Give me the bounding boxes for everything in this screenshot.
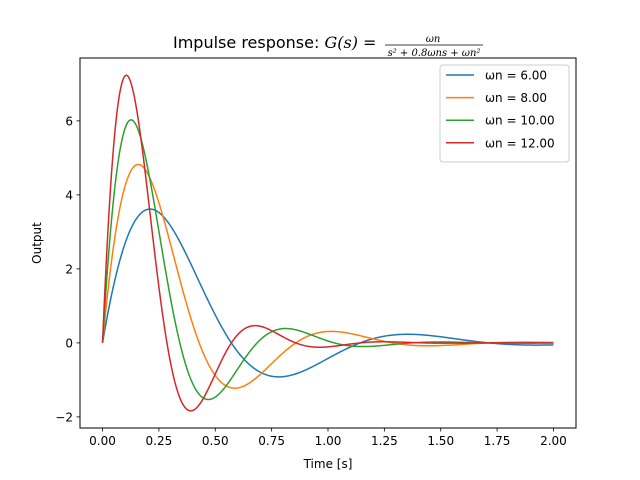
y-tick-label: 6 <box>65 114 73 128</box>
title-denominator: s² + 0.8ωns + ωn² <box>388 48 481 59</box>
x-tick-label: 0.50 <box>202 434 229 448</box>
plot-area <box>101 74 554 412</box>
x-tick-label: 1.00 <box>315 434 342 448</box>
x-tick-label: 0.25 <box>146 434 173 448</box>
title-fraction: ωn s² + 0.8ωns + ωn² <box>385 34 483 59</box>
series-line <box>101 163 554 389</box>
legend-box <box>439 64 570 163</box>
y-tick-label: −2 <box>55 410 73 424</box>
legend-label: ωn = 10.00 <box>485 114 555 128</box>
chart-title: Impulse response: G(s) = <box>173 33 376 52</box>
legend: ωn = 6.00 ωn = 8.00 ωn = 10.00 ωn = 12.00 <box>439 64 570 163</box>
x-tick-label: 1.25 <box>371 434 398 448</box>
legend-label: ωn = 6.00 <box>485 69 547 83</box>
x-tick-label: 0.75 <box>258 434 285 448</box>
y-axis-label: Output <box>30 222 44 264</box>
legend-label: ωn = 12.00 <box>485 136 555 150</box>
series-line <box>101 74 554 412</box>
chart-title-formula: G(s) = <box>324 33 376 52</box>
y-tick-label: 2 <box>65 262 73 276</box>
x-tick-label: 0.00 <box>89 434 116 448</box>
x-tick-label: 2.00 <box>540 434 567 448</box>
series-line <box>101 208 554 378</box>
x-axis-label: Time [s] <box>303 457 353 471</box>
y-tick-label: 4 <box>65 188 73 202</box>
y-tick-label: 0 <box>65 336 73 350</box>
chart-title-prefix: Impulse response: <box>173 33 324 52</box>
x-tick-label: 1.75 <box>484 434 511 448</box>
legend-label: ωn = 8.00 <box>485 91 547 105</box>
x-tick-label: 1.50 <box>427 434 454 448</box>
ticks: 0.00 0.25 0.50 0.75 1.00 1.25 1.50 1.75 2.00 −2 0 2… <box>55 114 567 448</box>
title-numerator: ωn <box>426 34 441 45</box>
